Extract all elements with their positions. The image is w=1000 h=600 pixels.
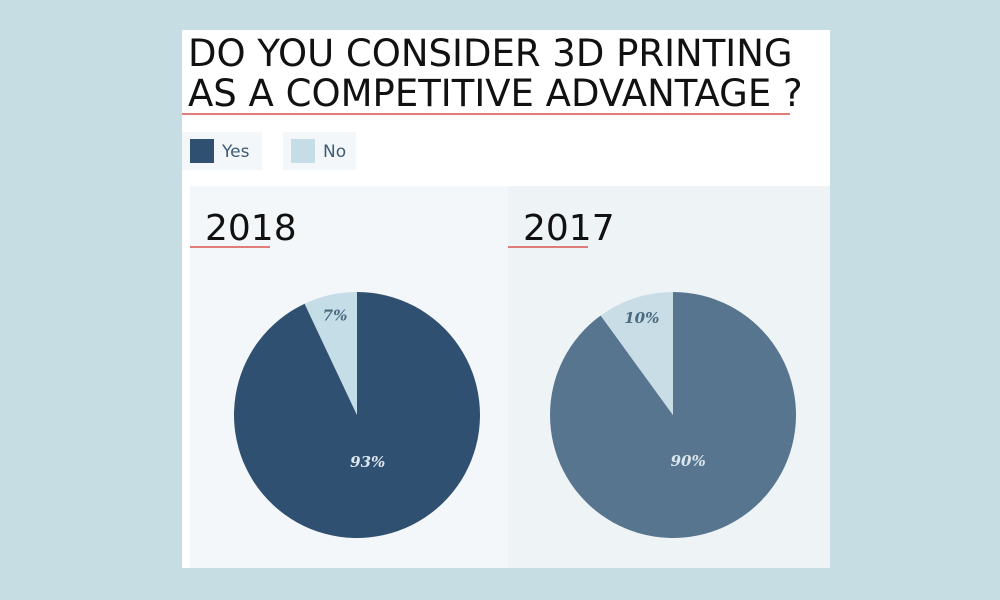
legend-label: No	[323, 142, 346, 162]
legend-swatch	[291, 139, 315, 163]
value-label: 7%	[323, 307, 348, 325]
value-label: 93%	[350, 453, 385, 471]
title-line: AS A COMPETITIVE ADVANTAGE ?	[188, 72, 803, 115]
pie-slice	[304, 292, 357, 415]
value-label: 90%	[671, 452, 706, 470]
legend-swatch	[190, 139, 214, 163]
pie-slice	[600, 292, 673, 415]
title-line: DO YOU CONSIDER 3D PRINTING	[188, 32, 793, 75]
pie-title: 2017	[523, 208, 615, 249]
legend-label: Yes	[221, 142, 250, 162]
value-label: 10%	[624, 309, 659, 327]
pie-title: 2018	[205, 208, 297, 249]
